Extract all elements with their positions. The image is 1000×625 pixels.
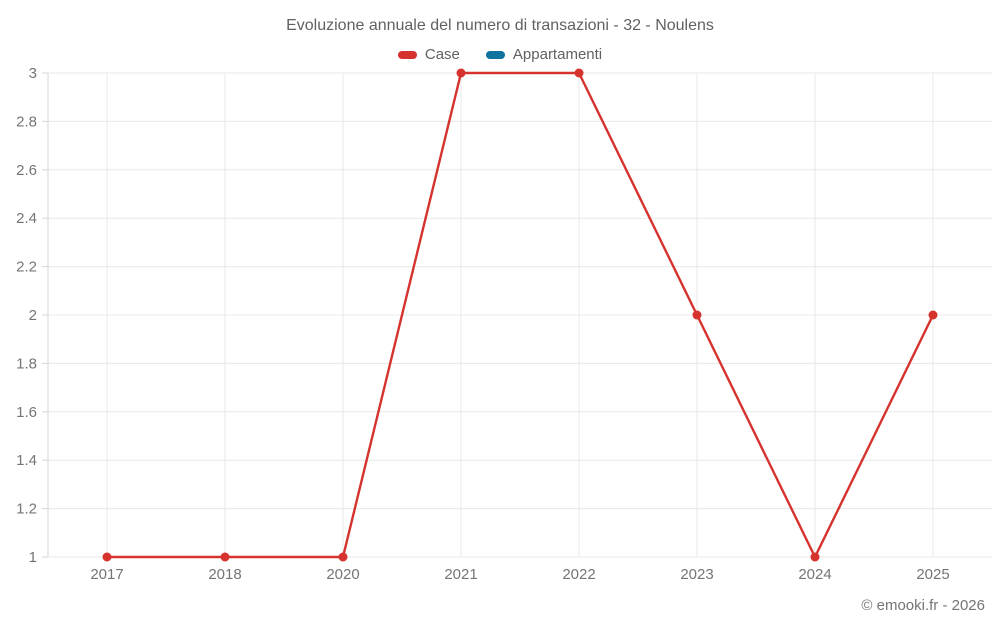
data-point-case-2023[interactable] <box>692 310 702 320</box>
y-axis-tick-label: 1.8 <box>16 355 37 372</box>
copyright-credit: © emooki.fr - 2026 <box>861 597 985 614</box>
y-axis-tick-label: 2.4 <box>16 210 37 227</box>
y-axis-tick-label: 1 <box>29 549 37 566</box>
x-axis-tick-label: 2023 <box>680 566 713 583</box>
x-axis-tick-label: 2024 <box>798 566 831 583</box>
x-axis-tick-label: 2018 <box>208 566 241 583</box>
data-point-case-2018[interactable] <box>220 552 230 562</box>
data-point-case-2025[interactable] <box>928 310 938 320</box>
y-axis-tick-label: 1.4 <box>16 452 37 469</box>
data-point-case-2022[interactable] <box>574 68 584 78</box>
legend-swatch-icon <box>485 50 505 59</box>
x-axis-tick-label: 2020 <box>326 566 359 583</box>
x-axis-tick-label: 2025 <box>916 566 949 583</box>
y-axis-tick-label: 3 <box>29 65 37 82</box>
y-axis-tick-label: 2 <box>29 307 37 324</box>
legend-label: Appartamenti <box>512 46 603 63</box>
series-line-case <box>105 71 935 559</box>
chart-title: Evoluzione annuale del numero di transaz… <box>286 17 714 34</box>
y-axis-tick-label: 1.6 <box>16 404 37 421</box>
legend-swatch-icon <box>397 50 417 59</box>
x-axis-tick-label: 2017 <box>90 566 123 583</box>
y-axis-tick-label: 2.2 <box>16 259 37 276</box>
data-point-case-2020[interactable] <box>338 552 348 562</box>
legend-label: Case <box>424 46 460 63</box>
legend-item-appartamenti[interactable]: Appartamenti <box>485 46 603 63</box>
chart-legend: Case Appartamenti <box>0 46 1000 63</box>
y-axis-tick-label: 2.6 <box>16 162 37 179</box>
data-point-case-2017[interactable] <box>102 552 112 562</box>
data-point-case-2021[interactable] <box>456 68 466 78</box>
data-point-case-2024[interactable] <box>810 552 820 562</box>
legend-item-case[interactable]: Case <box>397 46 460 63</box>
y-axis-tick-label: 2.8 <box>16 113 37 130</box>
x-axis-tick-label: 2022 <box>562 566 595 583</box>
x-axis-tick-label: 2021 <box>444 566 477 583</box>
y-axis-tick-label: 1.2 <box>16 501 37 518</box>
